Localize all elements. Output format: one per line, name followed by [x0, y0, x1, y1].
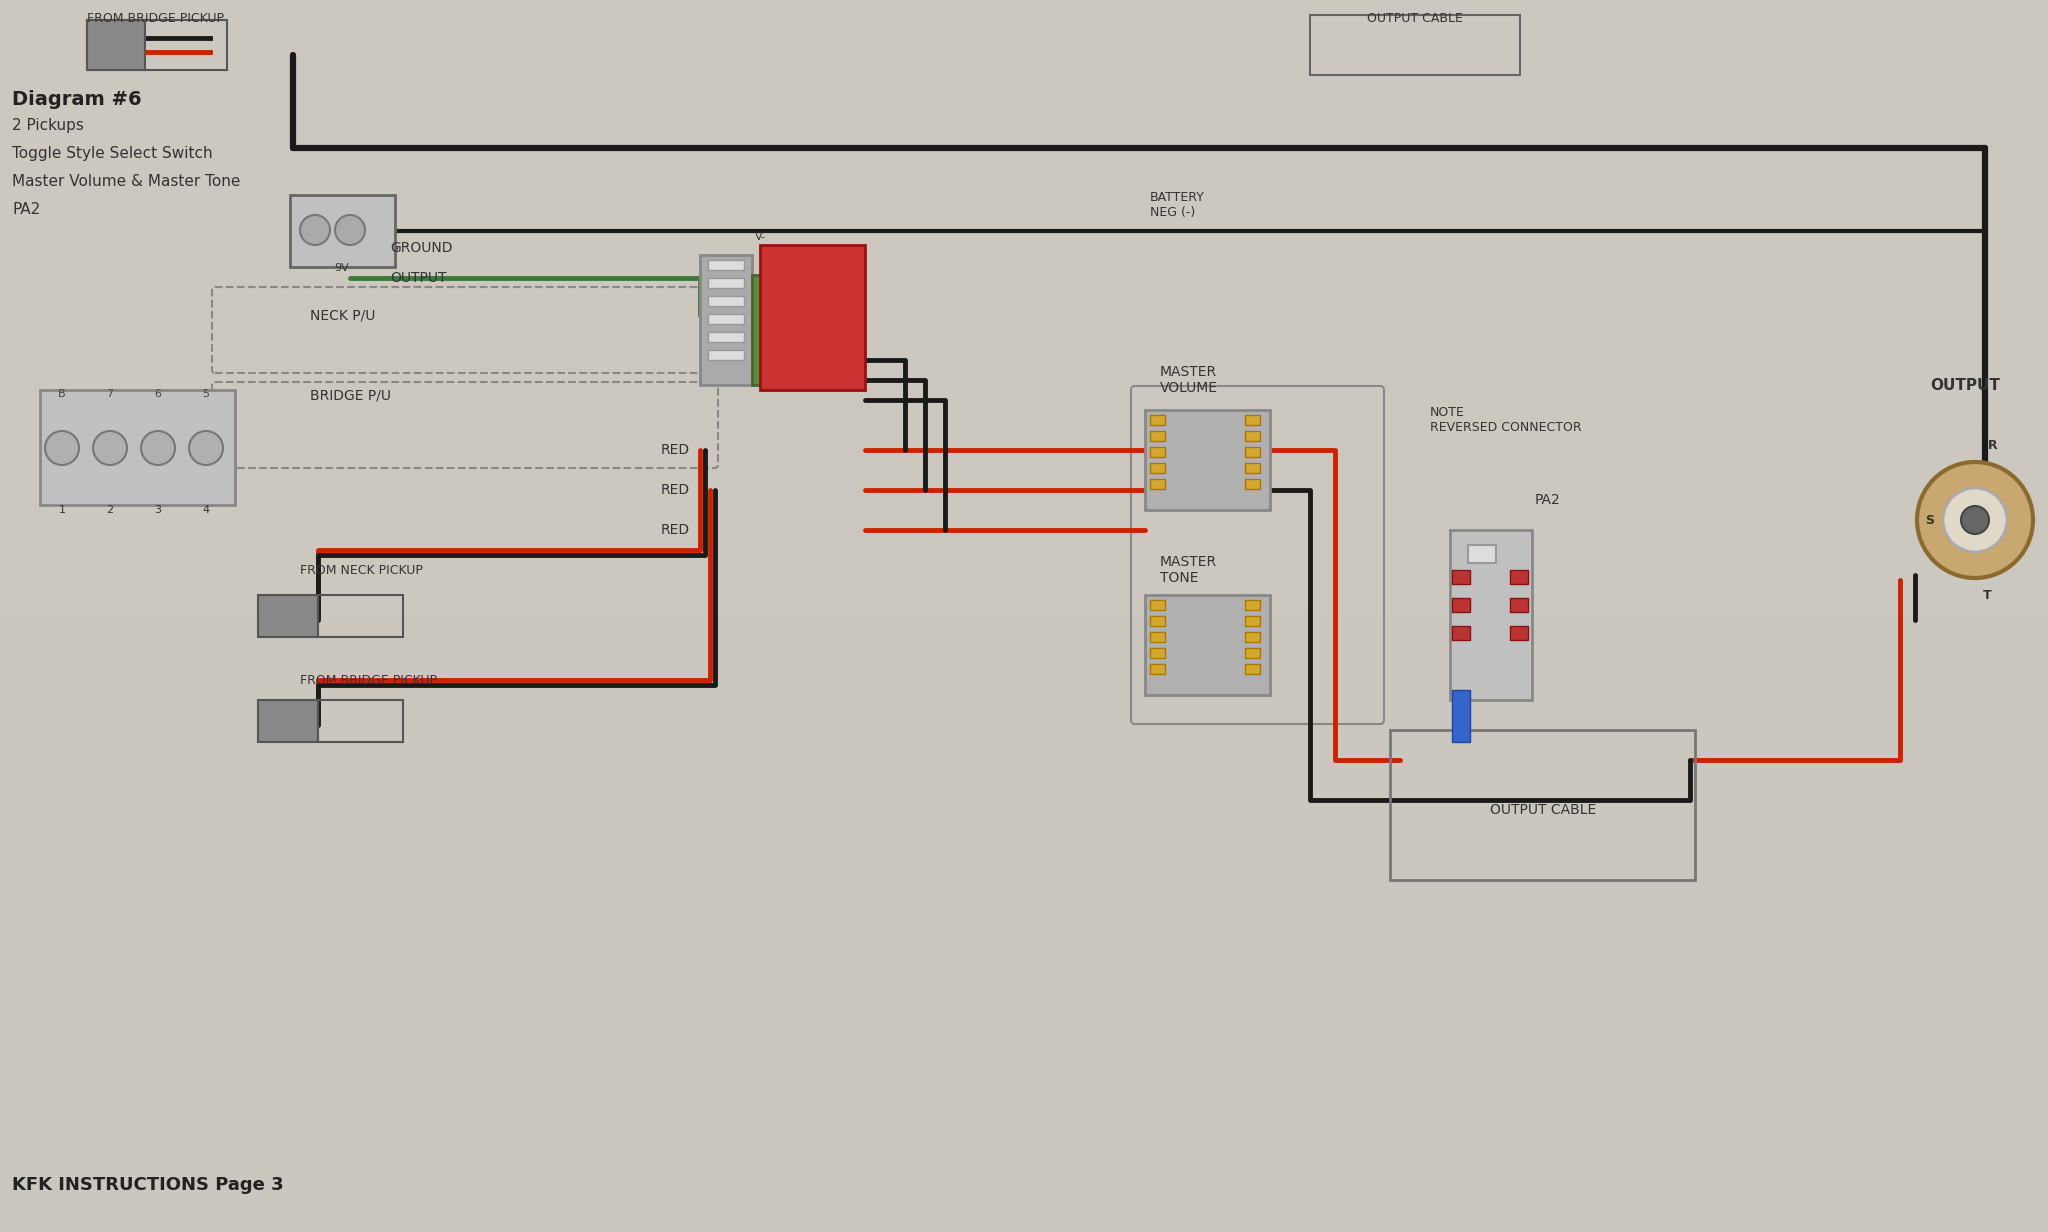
- Text: KFK INSTRUCTIONS Page 3: KFK INSTRUCTIONS Page 3: [12, 1177, 283, 1194]
- Text: V-: V-: [756, 232, 766, 241]
- Text: 6: 6: [154, 389, 162, 399]
- Bar: [1151, 616, 1165, 626]
- Bar: [1245, 616, 1260, 626]
- Circle shape: [45, 431, 80, 464]
- Text: MASTER
VOLUME: MASTER VOLUME: [1159, 365, 1219, 395]
- Bar: [86, 20, 145, 70]
- Bar: [1245, 447, 1260, 457]
- Circle shape: [188, 431, 223, 464]
- Text: 3: 3: [154, 505, 162, 515]
- Text: S: S: [1925, 514, 1935, 526]
- Bar: [709, 278, 743, 288]
- Bar: [291, 195, 395, 267]
- Text: 7: 7: [106, 389, 113, 399]
- Bar: [1151, 632, 1165, 642]
- Circle shape: [1917, 462, 2034, 578]
- Bar: [1151, 447, 1165, 457]
- Bar: [709, 314, 743, 324]
- Text: Toggle Style Select Switch: Toggle Style Select Switch: [12, 147, 213, 161]
- Circle shape: [336, 216, 365, 245]
- Bar: [0, 616, 2048, 1232]
- Bar: [709, 296, 743, 306]
- Bar: [1450, 530, 1532, 700]
- Text: T: T: [1982, 589, 1991, 601]
- Bar: [709, 350, 743, 360]
- Text: FROM BRIDGE PICKUP: FROM BRIDGE PICKUP: [86, 12, 223, 25]
- Text: RED: RED: [662, 483, 690, 496]
- Circle shape: [299, 216, 330, 245]
- Bar: [41, 391, 236, 505]
- Text: 4: 4: [203, 505, 209, 515]
- Text: 1: 1: [59, 505, 66, 515]
- Text: RED: RED: [662, 444, 690, 457]
- Bar: [258, 595, 317, 637]
- Text: NECK P/U: NECK P/U: [309, 308, 375, 322]
- Bar: [1245, 415, 1260, 425]
- Text: 5: 5: [203, 389, 209, 399]
- Bar: [1452, 570, 1470, 584]
- Text: 2: 2: [106, 505, 113, 515]
- Bar: [709, 260, 743, 270]
- Bar: [1245, 431, 1260, 441]
- Circle shape: [141, 431, 174, 464]
- Bar: [1509, 598, 1528, 612]
- Text: PA2: PA2: [12, 202, 41, 217]
- Bar: [258, 700, 317, 742]
- Text: BRIDGE P/U: BRIDGE P/U: [309, 388, 391, 402]
- Circle shape: [1944, 488, 2007, 552]
- Bar: [1509, 570, 1528, 584]
- Text: GROUND: GROUND: [389, 241, 453, 255]
- Bar: [760, 245, 864, 391]
- Text: Diagram #6: Diagram #6: [12, 90, 141, 108]
- Bar: [1151, 479, 1165, 489]
- Bar: [1151, 463, 1165, 473]
- Text: Master Volume & Master Tone: Master Volume & Master Tone: [12, 174, 240, 188]
- Bar: [1145, 410, 1270, 510]
- Bar: [1468, 545, 1495, 563]
- Bar: [1245, 600, 1260, 610]
- Text: OUTPUT: OUTPUT: [1929, 377, 2001, 393]
- Bar: [86, 20, 227, 70]
- Text: B: B: [57, 389, 66, 399]
- Bar: [1391, 731, 1696, 880]
- Text: 9V: 9V: [334, 262, 350, 274]
- Text: OUTPUT: OUTPUT: [389, 271, 446, 285]
- Text: NOTE
REVERSED CONNECTOR: NOTE REVERSED CONNECTOR: [1430, 407, 1581, 434]
- Bar: [317, 700, 403, 742]
- Text: RED: RED: [662, 524, 690, 537]
- Bar: [1151, 415, 1165, 425]
- Bar: [1452, 626, 1470, 639]
- Bar: [1245, 463, 1260, 473]
- Bar: [709, 331, 743, 342]
- Text: OUTPUT CABLE: OUTPUT CABLE: [1489, 803, 1595, 817]
- Bar: [1245, 648, 1260, 658]
- Circle shape: [1962, 506, 1989, 533]
- Bar: [1151, 600, 1165, 610]
- Bar: [1145, 595, 1270, 695]
- Circle shape: [92, 431, 127, 464]
- Bar: [1245, 479, 1260, 489]
- Text: PA2: PA2: [1536, 493, 1561, 508]
- Bar: [1245, 664, 1260, 674]
- Text: MASTER
TONE: MASTER TONE: [1159, 554, 1217, 585]
- Text: 2 Pickups: 2 Pickups: [12, 118, 84, 133]
- Bar: [1245, 632, 1260, 642]
- Text: OUTPUT CABLE: OUTPUT CABLE: [1368, 12, 1462, 25]
- Text: FROM NECK PICKUP: FROM NECK PICKUP: [299, 563, 422, 577]
- Bar: [1151, 431, 1165, 441]
- Bar: [1452, 690, 1470, 742]
- Bar: [317, 595, 403, 637]
- Bar: [1509, 626, 1528, 639]
- Bar: [1311, 15, 1520, 75]
- Bar: [1151, 648, 1165, 658]
- Bar: [752, 275, 801, 384]
- Text: R: R: [1989, 439, 1997, 451]
- Bar: [1452, 598, 1470, 612]
- Text: BATTERY
NEG (-): BATTERY NEG (-): [1151, 191, 1204, 219]
- Bar: [1151, 664, 1165, 674]
- Bar: [700, 255, 752, 384]
- Text: FROM BRIDGE PICKUP: FROM BRIDGE PICKUP: [299, 674, 436, 686]
